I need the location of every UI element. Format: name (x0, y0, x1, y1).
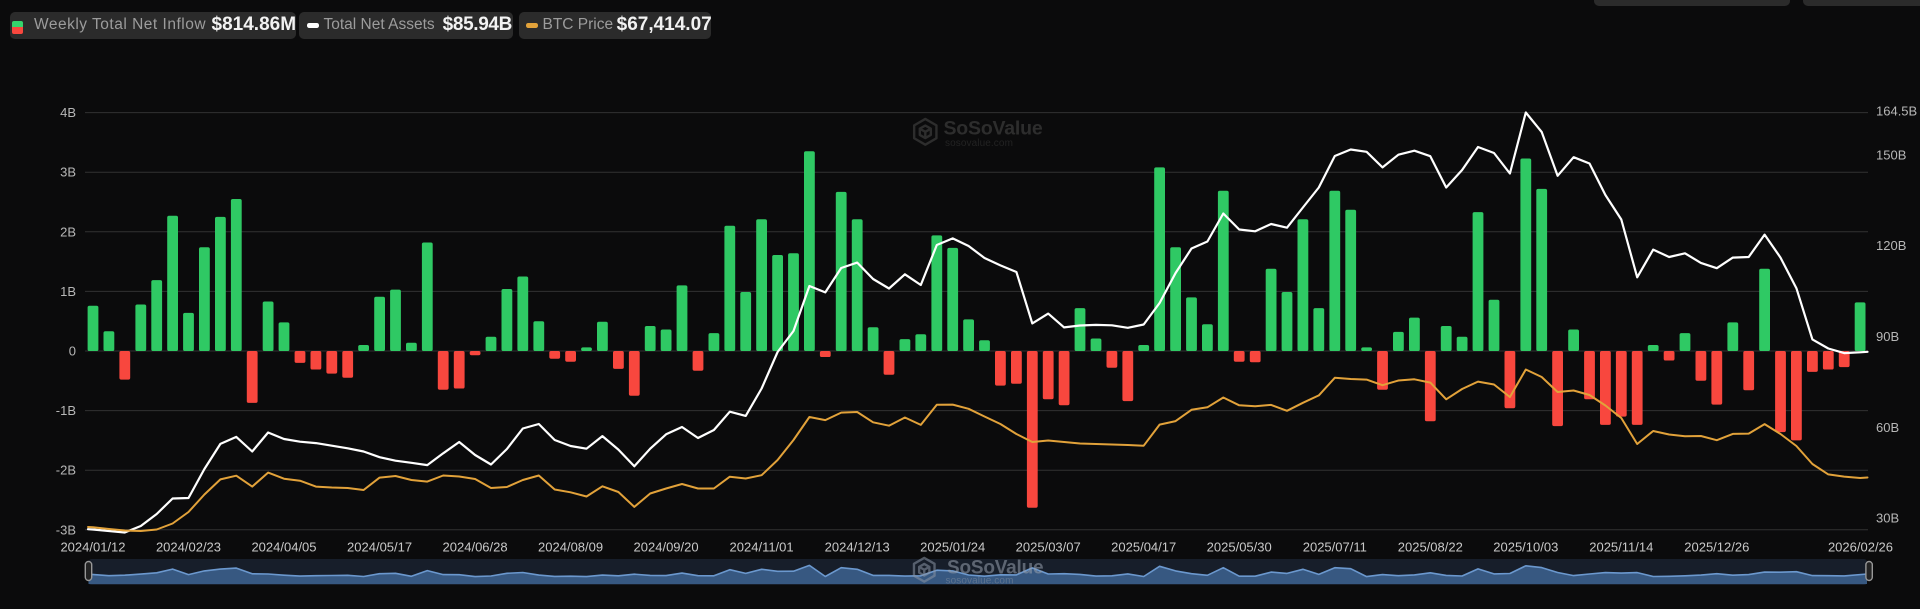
svg-text:SoSoValue: SoSoValue (947, 558, 1043, 579)
svg-text:3B: 3B (60, 165, 76, 180)
svg-text:2024/11/01: 2024/11/01 (730, 540, 794, 555)
svg-text:2025/05/30: 2025/05/30 (1207, 540, 1272, 555)
svg-text:30B: 30B (1876, 511, 1899, 526)
svg-text:120B: 120B (1876, 238, 1906, 253)
svg-text:1B: 1B (60, 284, 76, 299)
svg-text:sosovalue.com: sosovalue.com (945, 138, 1013, 149)
svg-text:4B: 4B (60, 105, 76, 120)
svg-text:2024/05/17: 2024/05/17 (347, 540, 412, 555)
svg-text:2025/01/24: 2025/01/24 (920, 540, 985, 555)
svg-text:2025/11/14: 2025/11/14 (1589, 540, 1653, 555)
svg-text:2024/12/13: 2024/12/13 (825, 540, 890, 555)
svg-text:2024/08/09: 2024/08/09 (538, 540, 603, 555)
svg-text:2025/07/11: 2025/07/11 (1303, 540, 1367, 555)
svg-text:2024/01/12: 2024/01/12 (60, 540, 125, 555)
svg-text:sosovalue.com: sosovalue.com (946, 576, 1014, 587)
svg-text:2B: 2B (60, 224, 76, 239)
svg-text:-2B: -2B (56, 463, 76, 478)
svg-text:90B: 90B (1876, 329, 1899, 344)
svg-text:2025/04/17: 2025/04/17 (1111, 540, 1176, 555)
svg-text:2025/10/03: 2025/10/03 (1493, 540, 1558, 555)
svg-text:60B: 60B (1876, 420, 1899, 435)
svg-text:2024/09/20: 2024/09/20 (634, 540, 699, 555)
svg-text:-3B: -3B (56, 522, 76, 537)
svg-text:164.5B: 164.5B (1876, 104, 1917, 119)
svg-text:-1B: -1B (56, 403, 76, 418)
svg-text:SoSoValue: SoSoValue (944, 118, 1043, 140)
svg-text:2025/03/07: 2025/03/07 (1016, 540, 1081, 555)
svg-text:2024/02/23: 2024/02/23 (156, 540, 221, 555)
svg-text:2024/04/05: 2024/04/05 (251, 540, 316, 555)
svg-text:2025/08/22: 2025/08/22 (1398, 540, 1463, 555)
svg-text:0: 0 (69, 344, 76, 359)
svg-text:2026/02/26: 2026/02/26 (1828, 540, 1893, 555)
svg-text:2024/06/28: 2024/06/28 (443, 540, 508, 555)
svg-text:2025/12/26: 2025/12/26 (1684, 540, 1749, 555)
svg-text:150B: 150B (1876, 148, 1906, 163)
